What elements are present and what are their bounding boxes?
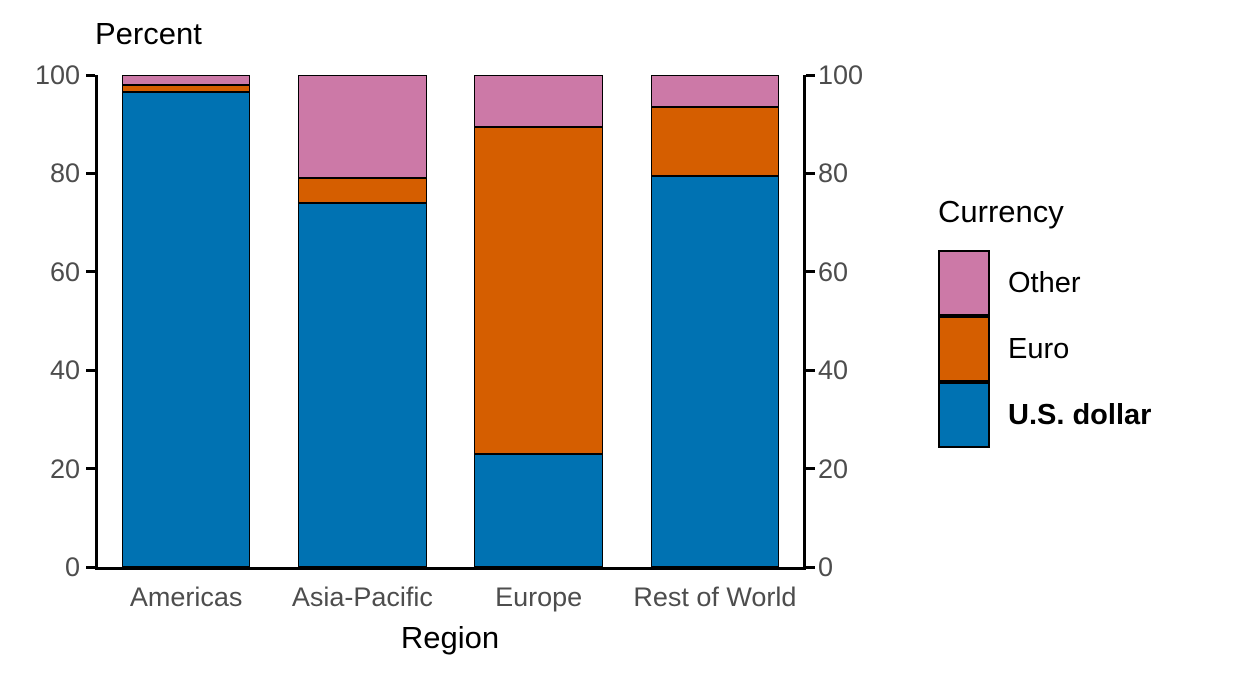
x-category-label-europe: Europe bbox=[495, 582, 583, 612]
y-tick-mark-left bbox=[86, 368, 95, 372]
bar-segment-americas-other bbox=[121, 75, 251, 85]
x-category-label-asia-pacific: Asia-Pacific bbox=[291, 582, 433, 612]
bar-rest-of-world bbox=[650, 75, 780, 567]
legend-keys: Other Euro U.S. dollar bbox=[938, 250, 1151, 448]
y-tick-mark-left bbox=[86, 73, 95, 77]
y-tick-mark-left bbox=[86, 467, 95, 471]
y-tick-mark-right bbox=[806, 467, 815, 471]
y-tick-label-left: 40 bbox=[49, 355, 80, 386]
bar-segment-europe-u-s-dollar bbox=[474, 453, 603, 567]
y-tick-mark-right bbox=[806, 565, 815, 569]
bar-segment-rest-of-world-euro bbox=[650, 107, 780, 176]
y-tick-label-right: 20 bbox=[818, 453, 849, 484]
legend-label-other: Other bbox=[1008, 266, 1081, 299]
legend-key-euro: Euro bbox=[938, 316, 1151, 382]
y-tick-label-left: 80 bbox=[49, 158, 80, 189]
y-tick-mark-right bbox=[806, 270, 815, 274]
y-axis-title: Percent bbox=[95, 16, 202, 51]
y-tick-mark-left bbox=[86, 270, 95, 274]
y-tick-mark-right bbox=[806, 171, 815, 175]
y-tick-mark-left bbox=[86, 171, 95, 175]
y-tick-mark-left bbox=[86, 565, 95, 569]
legend-swatch-other bbox=[938, 250, 990, 316]
bar-segment-asia-pacific-other bbox=[298, 75, 427, 179]
plot-area bbox=[95, 75, 806, 570]
legend: Currency Other Euro U.S. dollar bbox=[938, 194, 1151, 448]
bar-segment-rest-of-world-u-s-dollar bbox=[650, 175, 780, 567]
legend-key-u-s-dollar: U.S. dollar bbox=[938, 382, 1151, 448]
y-tick-label-right: 40 bbox=[818, 355, 849, 386]
bar-segment-europe-euro bbox=[474, 126, 603, 454]
legend-swatch-u-s-dollar bbox=[938, 382, 990, 448]
legend-label-u-s-dollar: U.S. dollar bbox=[1008, 398, 1152, 431]
bar-europe bbox=[474, 75, 603, 567]
x-category-label-americas: Americas bbox=[129, 582, 243, 612]
y-tick-label-left: 100 bbox=[34, 60, 80, 90]
y-tick-label-right: 80 bbox=[818, 158, 849, 189]
y-tick-label-left: 20 bbox=[49, 453, 80, 484]
y-tick-label-right: 0 bbox=[818, 552, 834, 582]
y-tick-mark-right bbox=[806, 368, 815, 372]
y-tick-label-right: 100 bbox=[818, 60, 864, 90]
bar-asia-pacific bbox=[298, 75, 427, 567]
legend-title: Currency bbox=[938, 194, 1064, 229]
bar-segment-asia-pacific-euro bbox=[298, 178, 427, 203]
bar-segment-americas-euro bbox=[121, 84, 251, 93]
bar-segment-europe-other bbox=[474, 75, 603, 127]
bar-segment-asia-pacific-u-s-dollar bbox=[298, 202, 427, 567]
legend-key-other: Other bbox=[938, 250, 1151, 316]
bar-segment-americas-u-s-dollar bbox=[121, 92, 251, 567]
bar-americas bbox=[121, 75, 251, 567]
x-category-label-rest-of-world: Rest of World bbox=[633, 582, 797, 612]
y-tick-label-right: 60 bbox=[818, 256, 849, 287]
legend-swatch-euro bbox=[938, 316, 990, 382]
y-tick-mark-right bbox=[806, 73, 815, 77]
y-tick-label-left: 0 bbox=[64, 552, 80, 582]
x-axis-title: Region bbox=[400, 620, 500, 655]
legend-label-euro: Euro bbox=[1008, 332, 1070, 365]
y-tick-label-left: 60 bbox=[49, 256, 80, 287]
bar-segment-rest-of-world-other bbox=[650, 75, 780, 107]
